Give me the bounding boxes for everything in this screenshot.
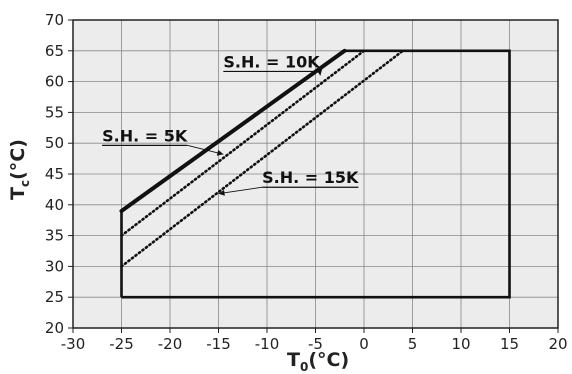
- x-axis-title-unit: (°C): [308, 349, 349, 371]
- x-axis-title-sub: 0: [300, 360, 308, 374]
- y-tick-label: 45: [45, 165, 64, 183]
- y-tick-label: 50: [45, 134, 64, 152]
- annotation-layer: S.H. = 10K S.H. = 5K S.H. = 15K: [102, 52, 359, 196]
- annotation-label: S.H. = 10K: [223, 52, 320, 71]
- x-tick-label: -20: [158, 335, 183, 353]
- annotation-label: S.H. = 5K: [102, 126, 188, 145]
- y-tick-label: 35: [45, 227, 64, 245]
- y-tick-label: 25: [45, 288, 64, 306]
- y-tick-label: 55: [45, 103, 64, 121]
- series-line-0: [119, 48, 347, 213]
- y-axis-title-main: T: [7, 187, 29, 200]
- series-layer: [119, 48, 405, 268]
- plot-frame: [72, 19, 559, 329]
- operating-envelope: [120, 49, 511, 299]
- y-tick-label: 20: [45, 319, 64, 337]
- series-line-2: [120, 49, 405, 268]
- annotation-arrowhead: [218, 189, 225, 196]
- y-axis-title-unit: (°C): [7, 139, 29, 180]
- x-tick-label: 0: [359, 335, 369, 353]
- y-tick-label: 65: [45, 42, 64, 60]
- y-axis-title: Tc(°C): [7, 139, 32, 200]
- x-tick-label: -30: [61, 335, 86, 353]
- annotation-leader: [218, 186, 263, 195]
- y-tick-label: 70: [45, 11, 64, 29]
- x-tick-label: -10: [255, 335, 280, 353]
- x-tick-label: 20: [548, 335, 567, 353]
- y-tick-label: 60: [45, 73, 64, 91]
- x-ticks: -30 -25 -20 -15 -10 -5 0 5 10 15 20: [61, 328, 568, 353]
- annotation-arrowhead: [316, 69, 323, 76]
- envelope-layer: [120, 49, 511, 299]
- annotation-leader: [187, 144, 224, 155]
- y-axis-title-sub: c: [18, 180, 32, 187]
- x-tick-label: 5: [408, 335, 418, 353]
- x-tick-label: -25: [109, 335, 134, 353]
- x-tick-label: 10: [451, 335, 470, 353]
- series-line-1: [120, 49, 366, 237]
- x-tick-label: -15: [206, 335, 231, 353]
- x-tick-label: -5: [308, 335, 323, 353]
- y-tick-label: 30: [45, 257, 64, 275]
- annotation-arrowhead: [216, 149, 224, 156]
- x-axis-title-main: T: [287, 349, 300, 371]
- x-axis-title: T0(°C): [287, 349, 349, 374]
- annotation-label: S.H. = 15K: [262, 168, 359, 187]
- x-tick-label: 15: [500, 335, 519, 353]
- y-tick-label: 40: [45, 196, 64, 214]
- y-ticks: 20 25 30 35 40 45 50 55 60 65 70: [45, 11, 73, 337]
